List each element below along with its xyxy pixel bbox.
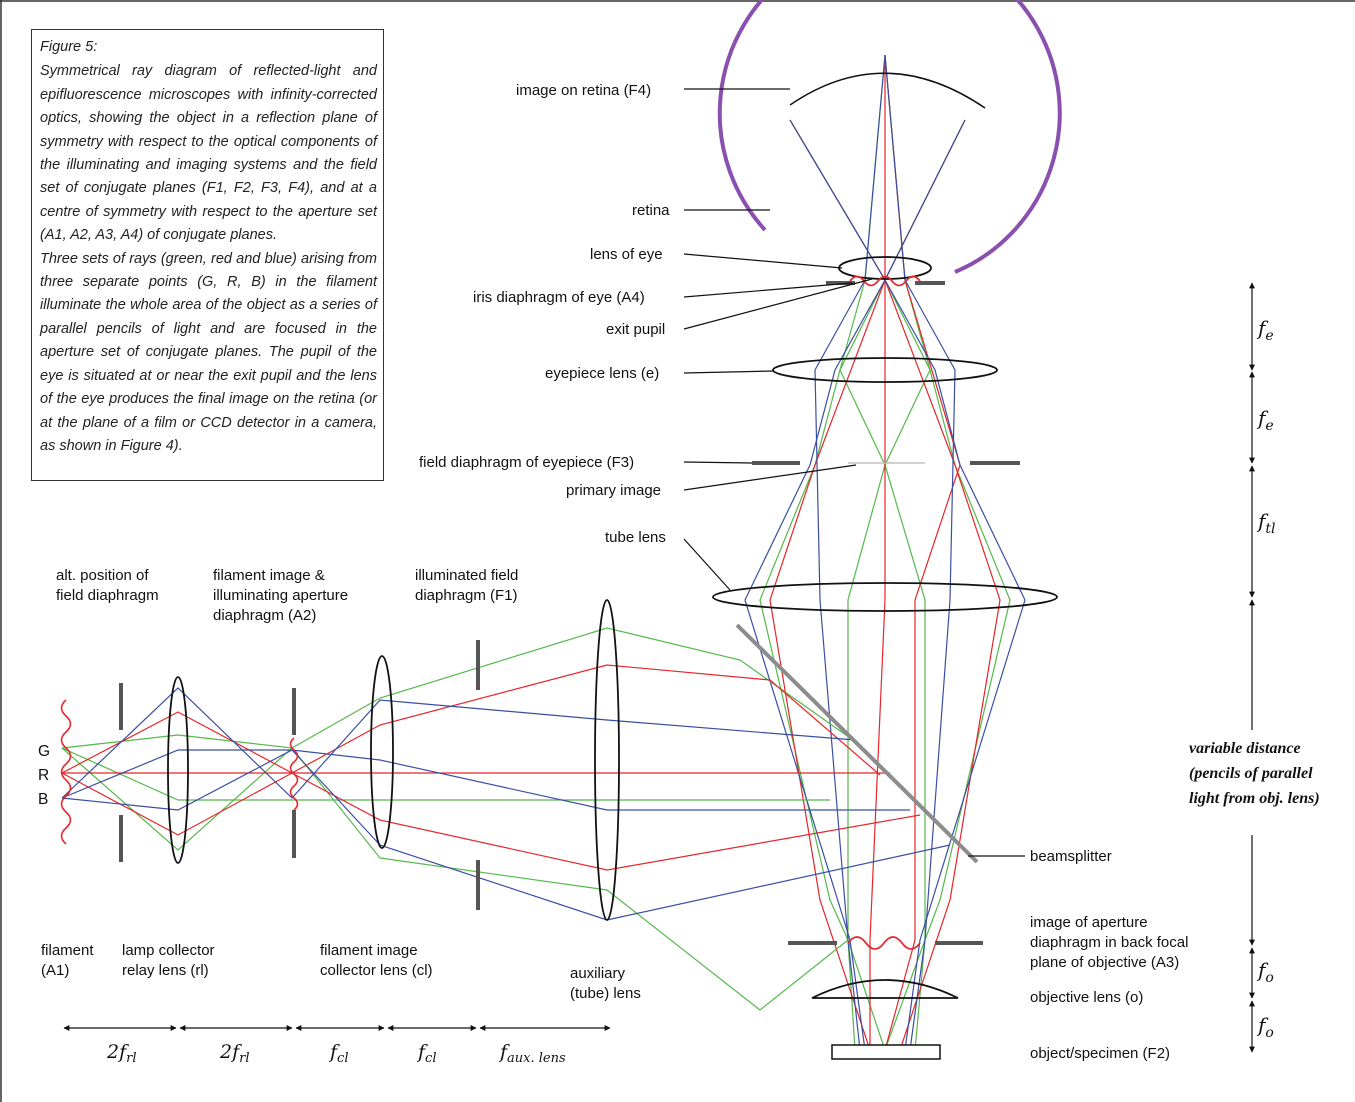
a2-filament-image: [289, 737, 299, 811]
leader-lines: [683, 88, 1025, 857]
label-illuminated-field-1: illuminated field: [415, 567, 518, 584]
label-filament-2: (A1): [41, 962, 69, 979]
ray-green-4: [839, 54, 926, 1051]
ray-red-h2: [61, 772, 921, 871]
ray-blue-h1: [61, 687, 856, 799]
lamp-collector-relay-lens: [167, 676, 189, 864]
label-image-on-retina: image on retina (F4): [516, 82, 651, 99]
leader-iris: [683, 282, 853, 298]
illuminating-rays: [61, 627, 951, 1011]
image-on-retina-chord: [789, 72, 986, 109]
label-objective-lens: objective lens (o): [1030, 989, 1143, 1006]
point-b-label: B: [38, 791, 48, 808]
leader-tube-lens: [683, 538, 731, 591]
figure-caption: Figure 5: Symmetrical ray diagram of ref…: [31, 29, 384, 481]
imaging-rays: [744, 54, 1026, 1051]
leader-field-diaphragm: [683, 461, 753, 464]
label-filament-image-3: diaphragm (A2): [213, 607, 316, 624]
ray-green-h2: [61, 747, 849, 1011]
ray-green-3: [847, 54, 931, 1051]
label-lamp-collector-2: relay lens (rl): [122, 962, 209, 979]
label-tube-lens: tube lens: [605, 529, 666, 546]
label-auxiliary-1: auxiliary: [570, 965, 626, 982]
label-image-aperture-3: plane of objective (A3): [1030, 954, 1179, 971]
ray-red-1: [869, 55, 886, 1050]
point-r-label: R: [38, 767, 49, 784]
filament: [60, 699, 72, 845]
label-lens-of-eye: lens of eye: [590, 246, 663, 263]
label-object-specimen: object/specimen (F2): [1030, 1045, 1170, 1062]
ray-green-h1: [61, 627, 861, 749]
leader-lens-of-eye: [683, 253, 843, 269]
label-filament-collector-2: collector lens (cl): [320, 962, 433, 979]
label-image-aperture-1: image of aperture: [1030, 914, 1148, 931]
label-filament-image-2: illuminating aperture: [213, 587, 348, 604]
math-fe-1: fe: [1256, 316, 1274, 344]
label-beamsplitter: beamsplitter: [1030, 848, 1112, 865]
auxiliary-tube-lens: [594, 599, 620, 921]
label-alt-position-1: alt. position of: [56, 567, 149, 584]
filament-image-collector-lens: [370, 655, 394, 849]
retina-arc: [717, 0, 1062, 274]
label-illuminated-field-2: diaphragm (F1): [415, 587, 518, 604]
caption-paragraph-1: Symmetrical ray diagram of reflected-lig…: [40, 63, 377, 244]
label-filament-image-1: filament image &: [213, 567, 325, 584]
specimen: [831, 1044, 941, 1060]
label-filament-1: filament: [41, 942, 94, 959]
math-fo-1: fo: [1256, 958, 1274, 986]
math-faux: faux. lens: [498, 1041, 566, 1066]
label-alt-position-2: field diaphragm: [56, 587, 159, 604]
caption-title: Figure 5:: [40, 39, 98, 55]
label-filament-collector-1: filament image: [320, 942, 418, 959]
label-lamp-collector-1: lamp collector: [122, 942, 215, 959]
math-fcl-1: fcl: [328, 1041, 349, 1066]
label-variable-2: (pencils of parallel: [1189, 765, 1313, 782]
caption-paragraph-2: Three sets of rays (green, red and blue)…: [40, 250, 377, 454]
leader-primary-image: [683, 464, 857, 491]
math-fcl-2: fcl: [416, 1041, 437, 1066]
leader-exit-pupil: [683, 278, 873, 330]
label-field-diaphragm-eyepiece: field diaphragm of eyepiece (F3): [419, 454, 634, 471]
label-image-aperture-2: diaphragm in back focal: [1030, 934, 1188, 951]
math-2frl-1: 2frl: [106, 1041, 137, 1066]
ray-blue-h3: [61, 749, 951, 921]
math-ftl: ftl: [1256, 509, 1276, 537]
math-fe-2: fe: [1256, 406, 1274, 434]
ray-blue-4: [884, 54, 956, 1051]
label-variable-3: light from obj. lens): [1189, 790, 1320, 807]
ray-green-2: [789, 119, 1011, 1051]
a3-filament-image: [847, 936, 921, 950]
objective-lens: [811, 979, 959, 999]
label-iris-diaphragm: iris diaphragm of eye (A4): [473, 289, 645, 306]
math-2frl-2: 2frl: [219, 1041, 250, 1066]
ray-blue-h2: [61, 749, 910, 811]
tube-lens: [712, 582, 1058, 612]
ray-green-1: [759, 119, 966, 1051]
iris-filament-image: [849, 275, 921, 287]
eyepiece-lens: [772, 357, 998, 383]
leader-eyepiece: [683, 370, 774, 374]
point-g-label: G: [38, 743, 50, 760]
label-eyepiece-lens: eyepiece lens (e): [545, 365, 659, 382]
label-auxiliary-2: (tube) lens: [570, 985, 641, 1002]
label-exit-pupil: exit pupil: [606, 321, 665, 338]
math-fo-2: fo: [1256, 1013, 1274, 1041]
ray-red-h1: [61, 664, 881, 776]
beamsplitter: [735, 623, 979, 864]
label-primary-image: primary image: [566, 482, 661, 499]
label-variable-1: variable distance: [1189, 740, 1301, 757]
label-retina: retina: [632, 202, 670, 219]
ray-green-h3: [61, 747, 830, 801]
ray-blue-3: [814, 54, 886, 1051]
